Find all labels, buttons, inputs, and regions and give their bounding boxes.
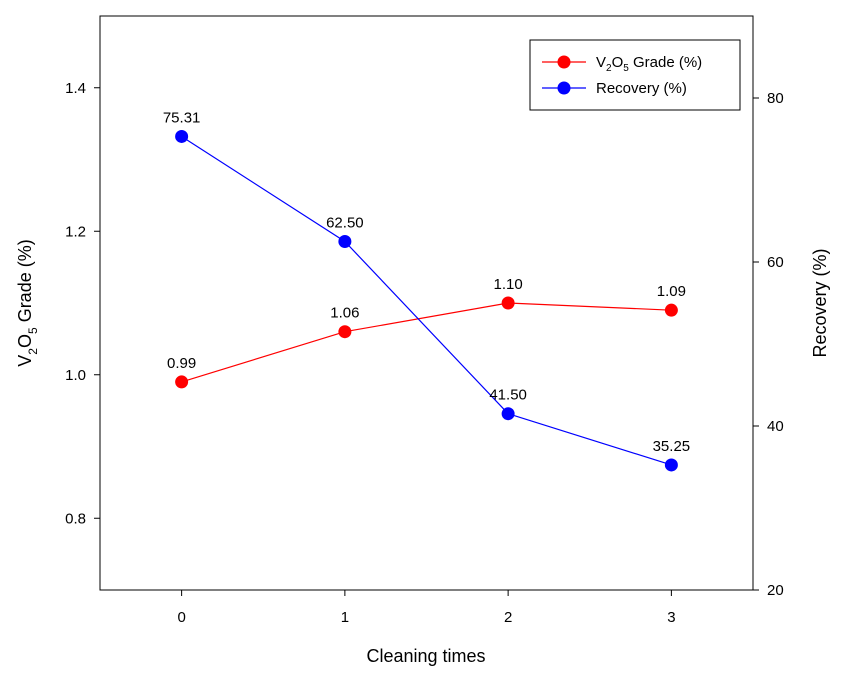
left-y-axis-title: V2O5 Grade (%) bbox=[15, 239, 40, 366]
left-y-title-o: O bbox=[15, 334, 35, 348]
grade-data-point bbox=[501, 296, 515, 310]
left-y-title-v: V bbox=[15, 355, 35, 367]
left-y-tick-label: 0.8 bbox=[65, 510, 86, 527]
legend-recovery-marker bbox=[557, 81, 571, 95]
legend-grade-marker bbox=[557, 55, 571, 69]
x-tick-label: 2 bbox=[504, 609, 512, 626]
recovery-data-point bbox=[175, 129, 189, 143]
legend-box bbox=[529, 39, 741, 111]
recovery-data-label: 35.25 bbox=[653, 438, 691, 455]
right-y-axis-title: Recovery (%) bbox=[810, 248, 830, 357]
left-y-title-sub-2: 2 bbox=[26, 348, 40, 355]
right-y-tick-label: 40 bbox=[767, 418, 784, 435]
left-y-axis-ticks: 0.8 1.0 1.2 1.4 bbox=[65, 80, 100, 527]
x-tick-label: 1 bbox=[341, 609, 349, 626]
right-y-tick-label: 60 bbox=[767, 254, 784, 271]
legend-grade-label: V2O5 Grade (%) bbox=[596, 54, 702, 74]
x-tick-label: 3 bbox=[667, 609, 675, 626]
series-layer: 0.99 1.06 1.10 1.09 75.31 62.50 41.50 35.25 bbox=[163, 109, 691, 472]
recovery-data-label: 62.50 bbox=[326, 215, 364, 232]
grade-data-point bbox=[175, 375, 189, 389]
grade-series-line bbox=[181, 302, 672, 383]
left-y-title-sub-5: 5 bbox=[26, 327, 40, 334]
grade-data-label: 1.06 bbox=[330, 305, 359, 322]
x-axis-title: Cleaning times bbox=[366, 646, 485, 666]
left-y-tick-label: 1.0 bbox=[65, 367, 86, 384]
grade-data-label: 1.09 bbox=[657, 283, 686, 300]
right-y-axis-ticks: 20 40 60 80 bbox=[753, 90, 784, 599]
grade-data-point bbox=[338, 325, 352, 339]
grade-data-label: 0.99 bbox=[167, 355, 196, 372]
grade-data-point bbox=[664, 303, 678, 317]
grade-data-label: 1.10 bbox=[494, 276, 523, 293]
left-y-tick-label: 1.2 bbox=[65, 223, 86, 240]
x-tick-label: 0 bbox=[177, 609, 185, 626]
recovery-series-line bbox=[181, 135, 672, 466]
legend-recovery-label: Recovery (%) bbox=[596, 80, 687, 97]
plot-frame bbox=[99, 15, 754, 591]
recovery-data-point bbox=[338, 235, 352, 248]
left-y-title-rest: Grade (%) bbox=[15, 239, 35, 327]
recovery-data-label: 75.31 bbox=[163, 109, 201, 126]
legend: V2O5 Grade (%) Recovery (%) bbox=[529, 39, 741, 111]
right-y-tick-label: 20 bbox=[767, 582, 784, 599]
recovery-data-point bbox=[501, 407, 515, 421]
recovery-data-label: 41.50 bbox=[489, 387, 527, 404]
left-y-tick-label: 1.4 bbox=[65, 80, 86, 97]
x-axis-ticks: 0 1 2 3 bbox=[177, 590, 676, 626]
recovery-data-point bbox=[664, 458, 678, 472]
right-y-tick-label: 80 bbox=[767, 90, 784, 107]
